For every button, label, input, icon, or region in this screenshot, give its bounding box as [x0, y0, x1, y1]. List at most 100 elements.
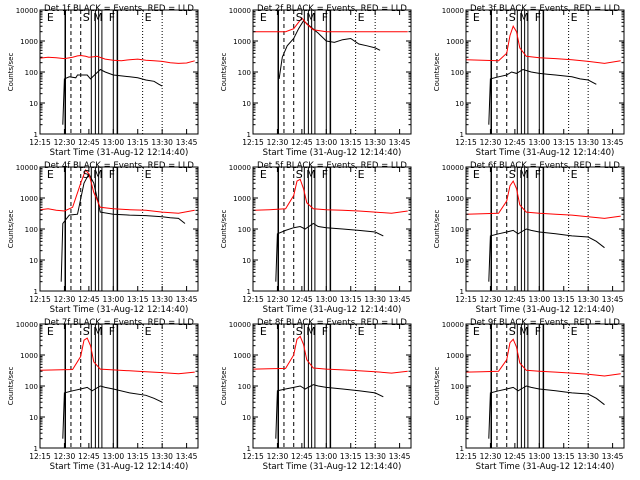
lld-series-line	[253, 17, 408, 33]
y-tick-label: 10	[29, 257, 38, 265]
x-tick-label: 13:15	[127, 452, 149, 461]
x-tick-label: 13:45	[176, 452, 198, 461]
x-tick-label: 12:15	[242, 138, 264, 147]
x-tick-label: 13:30	[151, 452, 173, 461]
x-tick-label: 12:45	[291, 138, 313, 147]
events-series-line	[275, 384, 384, 439]
x-tick-label: 13:45	[602, 452, 624, 461]
y-tick-label: 10000	[442, 164, 464, 172]
attenuator-label: M	[93, 325, 103, 338]
attenuator-label: M	[306, 325, 316, 338]
x-tick-label: 13:00	[102, 452, 124, 461]
x-tick-label: 12:30	[480, 295, 502, 304]
attenuator-label: E	[358, 168, 365, 181]
attenuator-label: E	[473, 168, 480, 181]
panel-title: Det 6f BLACK = Events, RED = LLD	[470, 161, 620, 171]
plot-frame	[252, 166, 412, 292]
x-tick-label: 12:15	[29, 138, 51, 147]
x-tick-label: 13:45	[602, 138, 624, 147]
y-tick-label: 10000	[442, 7, 464, 15]
attenuator-label: S	[509, 11, 516, 24]
lld-series-line	[252, 178, 408, 214]
x-tick-label: 13:45	[389, 138, 411, 147]
attenuator-label: E	[571, 11, 578, 24]
attenuator-label: E	[47, 168, 54, 181]
x-tick-label: 13:30	[151, 295, 173, 304]
attenuator-label: S	[296, 11, 303, 24]
y-tick-label: 1	[34, 445, 38, 453]
attenuator-label: E	[473, 325, 480, 338]
panel-title: Det 5f BLACK = Events, RED = LLD	[257, 161, 407, 171]
plot-frame	[465, 323, 625, 449]
y-axis-label: Counts/sec	[7, 367, 15, 406]
x-tick-label: 12:15	[455, 295, 477, 304]
y-tick-label: 100	[451, 226, 464, 234]
x-tick-label: 12:30	[267, 295, 289, 304]
panel-title: Det 2f BLACK = Events, RED = LLD	[257, 4, 407, 14]
attenuator-label: F	[535, 168, 541, 181]
x-tick-label: 12:15	[455, 452, 477, 461]
y-tick-label: 100	[238, 69, 251, 77]
x-tick-label: 13:45	[602, 295, 624, 304]
attenuator-label: E	[47, 325, 54, 338]
y-axis-label: Counts/sec	[433, 367, 441, 406]
attenuator-label: F	[322, 11, 328, 24]
y-tick-label: 1	[34, 131, 38, 139]
x-tick-label: 13:15	[553, 295, 575, 304]
x-tick-label: 13:45	[176, 295, 198, 304]
lld-series-line	[39, 169, 195, 214]
y-tick-label: 1000	[233, 352, 251, 360]
x-tick-label: 12:30	[267, 138, 289, 147]
attenuator-label: F	[322, 325, 328, 338]
events-series-line	[60, 172, 186, 282]
attenuator-label: F	[535, 11, 541, 24]
x-tick-label: 12:30	[54, 452, 76, 461]
attenuator-label: E	[571, 168, 578, 181]
panel-title: Det 7f BLACK = Events, RED = LLD	[44, 318, 194, 328]
x-tick-label: 13:00	[528, 138, 550, 147]
lld-series-line	[252, 335, 408, 374]
y-tick-label: 1	[460, 288, 464, 296]
plot-frame	[39, 323, 199, 449]
plot-frame	[465, 166, 625, 292]
attenuator-label: S	[296, 325, 303, 338]
attenuator-label: F	[109, 168, 115, 181]
attenuator-label: E	[358, 11, 365, 24]
y-tick-label: 100	[25, 69, 38, 77]
plot-frame	[39, 166, 199, 292]
y-tick-label: 10	[242, 257, 251, 265]
y-tick-label: 100	[451, 69, 464, 77]
x-tick-label: 12:45	[78, 295, 100, 304]
x-tick-label: 13:00	[102, 138, 124, 147]
x-tick-label: 13:30	[364, 295, 386, 304]
x-tick-label: 13:45	[389, 295, 411, 304]
x-tick-label: 12:45	[78, 452, 100, 461]
x-tick-label: 13:00	[528, 452, 550, 461]
x-axis-label: Start Time (31-Aug-12 12:14:40)	[50, 305, 189, 315]
y-tick-label: 100	[25, 383, 38, 391]
x-tick-label: 13:15	[553, 452, 575, 461]
x-tick-label: 12:45	[504, 452, 526, 461]
panel-title: Det 9f BLACK = Events, RED = LLD	[470, 318, 620, 328]
attenuator-label: E	[145, 325, 152, 338]
x-tick-label: 13:00	[528, 295, 550, 304]
attenuator-label: E	[260, 11, 267, 24]
plot-frame	[252, 323, 412, 449]
x-tick-label: 12:45	[504, 295, 526, 304]
y-tick-label: 1	[34, 288, 38, 296]
x-axis-label: Start Time (31-Aug-12 12:14:40)	[263, 148, 402, 158]
attenuator-label: S	[509, 325, 516, 338]
x-tick-label: 13:00	[102, 295, 124, 304]
lld-series-line	[465, 25, 621, 64]
x-tick-label: 12:30	[267, 452, 289, 461]
x-tick-label: 13:30	[577, 452, 599, 461]
y-tick-label: 100	[25, 226, 38, 234]
x-tick-label: 12:15	[29, 295, 51, 304]
attenuator-label: E	[260, 168, 267, 181]
attenuator-label: M	[306, 168, 316, 181]
y-tick-label: 10000	[16, 164, 38, 172]
x-tick-label: 13:15	[127, 295, 149, 304]
